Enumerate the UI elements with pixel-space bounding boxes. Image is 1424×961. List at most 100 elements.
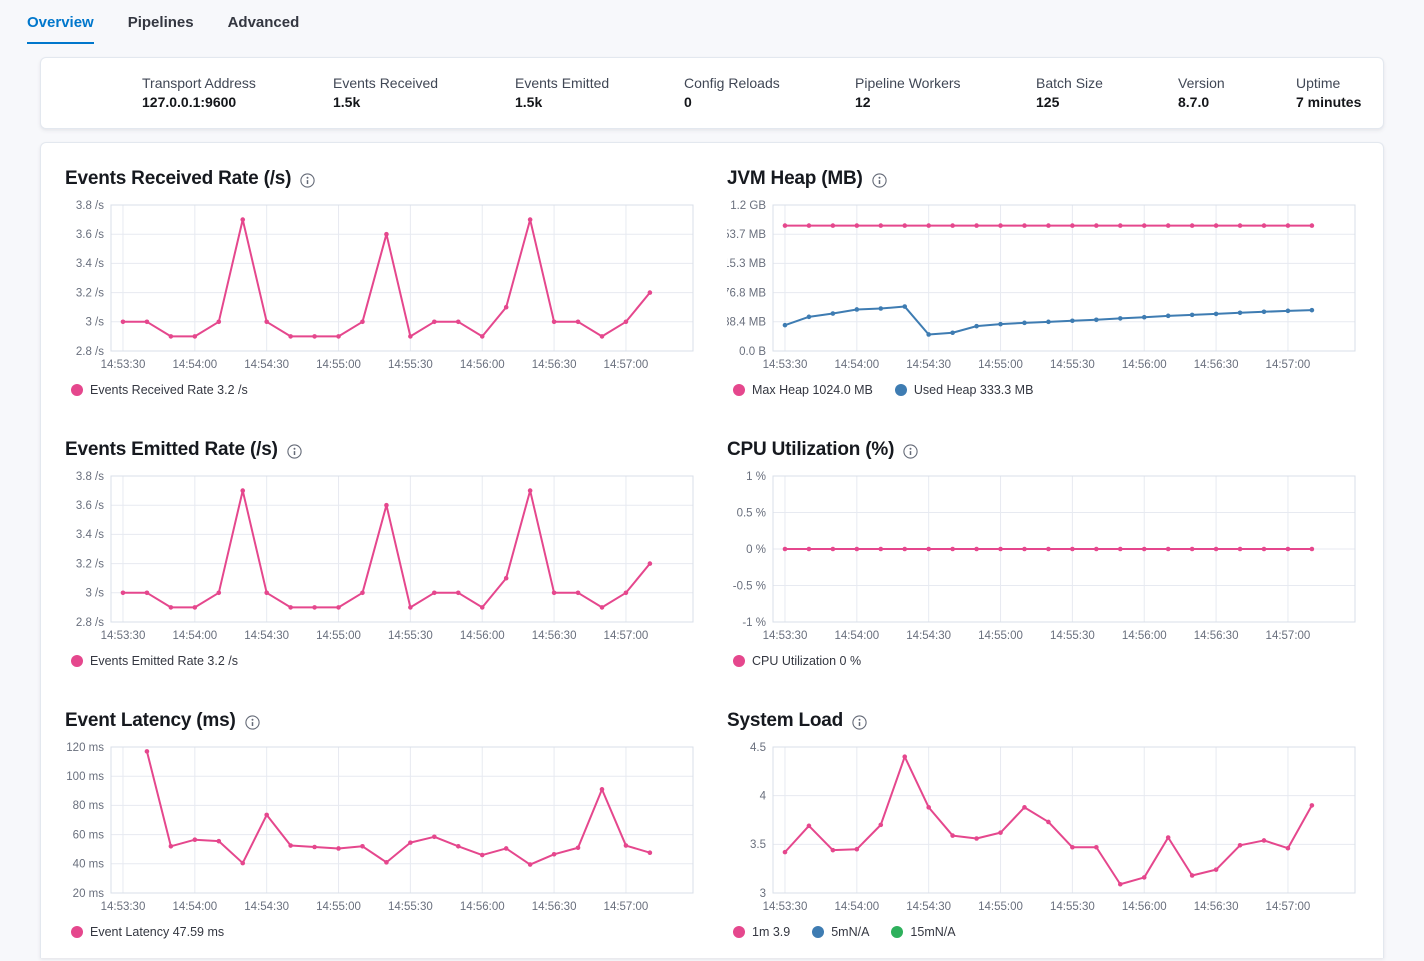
- legend-label: Max Heap 1024.0 MB: [752, 383, 873, 397]
- svg-text:14:54:00: 14:54:00: [834, 359, 879, 371]
- svg-text:2.8 /s: 2.8 /s: [76, 346, 104, 358]
- svg-text:14:57:00: 14:57:00: [1266, 901, 1311, 913]
- summary-label: Transport Address: [142, 75, 256, 91]
- svg-text:3.2 /s: 3.2 /s: [76, 558, 104, 570]
- svg-text:14:54:30: 14:54:30: [244, 901, 289, 913]
- info-icon[interactable]: [287, 443, 302, 459]
- chart-canvas-event-latency-ms[interactable]: 20 ms 40 ms 60 ms 80 ms 100 ms 120 ms 14:53:30…: [65, 742, 697, 916]
- svg-text:2.8 /s: 2.8 /s: [76, 617, 104, 629]
- legend-dot-icon: [71, 655, 83, 667]
- summary-uptime: Uptime 7 minutes: [1296, 74, 1361, 112]
- info-icon[interactable]: [300, 172, 315, 188]
- summary-value: 7 minutes: [1296, 94, 1362, 110]
- svg-text:3.6 /s: 3.6 /s: [76, 229, 104, 241]
- summary-version: Version 8.7.0: [1178, 74, 1296, 112]
- chart-canvas-events-received-rate-s[interactable]: 2.8 /s 3 /s 3.2 /s 3.4 /s 3.6 /s 3.8 /s 14:53:…: [65, 200, 697, 374]
- svg-text:14:56:30: 14:56:30: [1194, 630, 1239, 642]
- chart-canvas-jvm-heap-mb[interactable]: 0.0 B 238.4 MB 476.8 MB 715.3 MB 953.7 MB 1.2…: [727, 200, 1359, 374]
- svg-text:14:56:00: 14:56:00: [1122, 359, 1167, 371]
- legend-item[interactable]: Events Emitted Rate 3.2 /s: [71, 654, 238, 668]
- svg-text:14:56:30: 14:56:30: [1194, 359, 1239, 371]
- chart-card-cpu-utilization: CPU Utilization (%) -1 % -0.5 % 0 % 0.5 % 1 %…: [727, 439, 1359, 668]
- svg-text:476.8 MB: 476.8 MB: [727, 287, 766, 299]
- svg-text:14:53:30: 14:53:30: [101, 901, 146, 913]
- tab-overview[interactable]: Overview: [27, 14, 94, 44]
- chart-title-jvm-heap-mb: JVM Heap (MB): [727, 168, 863, 189]
- svg-text:0.5 %: 0.5 %: [737, 507, 766, 519]
- svg-text:14:57:00: 14:57:00: [604, 359, 649, 371]
- summary-label: Events Received: [333, 75, 439, 91]
- info-icon[interactable]: [852, 714, 867, 730]
- legend-dot-icon: [812, 926, 825, 938]
- svg-text:14:54:30: 14:54:30: [906, 901, 951, 913]
- legend-item[interactable]: CPU Utilization 0 %: [733, 654, 861, 668]
- svg-text:14:55:30: 14:55:30: [1050, 901, 1095, 913]
- summary-events-emitted: Events Emitted 1.5k: [515, 74, 684, 112]
- svg-text:14:55:00: 14:55:00: [978, 630, 1023, 642]
- svg-text:14:54:30: 14:54:30: [244, 630, 289, 642]
- legend-dot-icon: [891, 926, 904, 938]
- summary-label: Events Emitted: [515, 75, 610, 91]
- svg-text:14:57:00: 14:57:00: [1266, 630, 1311, 642]
- svg-text:40 ms: 40 ms: [73, 859, 105, 871]
- svg-text:3 /s: 3 /s: [85, 588, 104, 600]
- chart-canvas-events-emitted-rate-s[interactable]: 2.8 /s 3 /s 3.2 /s 3.4 /s 3.6 /s 3.8 /s 14:53:…: [65, 471, 697, 645]
- legend-label: CPU Utilization 0 %: [752, 654, 862, 668]
- tab-advanced[interactable]: Advanced: [227, 14, 300, 31]
- svg-text:3: 3: [760, 888, 766, 900]
- legend-dot-icon: [71, 926, 83, 938]
- tab-bar: Overview Pipelines Advanced: [0, 0, 1424, 44]
- legend-label: Events Received Rate 3.2 /s: [90, 383, 248, 397]
- info-icon[interactable]: [903, 443, 918, 459]
- summary-transport-address: Transport Address 127.0.0.1:9600: [142, 74, 333, 112]
- svg-text:14:54:00: 14:54:00: [172, 630, 217, 642]
- svg-text:715.3 MB: 715.3 MB: [727, 258, 766, 270]
- legend-item[interactable]: 1m 3.9: [733, 925, 790, 939]
- legend-dot-icon: [733, 384, 745, 396]
- svg-text:14:54:00: 14:54:00: [834, 901, 879, 913]
- charts-panel: Events Received Rate (/s) 2.8 /s 3 /s 3.2 /…: [40, 142, 1384, 958]
- chart-canvas-cpu-utilization[interactable]: -1 % -0.5 % 0 % 0.5 % 1 % 14:53:30 14:54:00 14:…: [727, 471, 1359, 645]
- legend-item[interactable]: Events Received Rate 3.2 /s: [71, 383, 248, 397]
- tab-pipelines[interactable]: Pipelines: [127, 14, 194, 31]
- svg-text:14:55:30: 14:55:30: [388, 901, 433, 913]
- svg-text:14:56:30: 14:56:30: [532, 630, 577, 642]
- legend-item[interactable]: 15mN/A: [891, 925, 956, 939]
- chart-card-jvm-heap-mb: JVM Heap (MB) 0.0 B 238.4 MB 476.8 MB 715.3 …: [727, 168, 1359, 397]
- svg-text:14:54:00: 14:54:00: [834, 630, 879, 642]
- svg-text:238.4 MB: 238.4 MB: [727, 317, 766, 329]
- legend-item[interactable]: Used Heap 333.3 MB: [894, 383, 1034, 397]
- summary-events-received: Events Received 1.5k: [333, 74, 515, 112]
- info-icon[interactable]: [872, 172, 887, 188]
- summary-label: Config Reloads: [684, 75, 780, 91]
- svg-text:-0.5 %: -0.5 %: [733, 580, 766, 592]
- svg-text:3.2 /s: 3.2 /s: [76, 287, 104, 299]
- legend-item[interactable]: 5mN/A: [812, 925, 869, 939]
- svg-text:14:54:30: 14:54:30: [906, 359, 951, 371]
- legend-item[interactable]: Max Heap 1024.0 MB: [733, 383, 873, 397]
- legend-item[interactable]: Event Latency 47.59 ms: [71, 925, 224, 939]
- chart-canvas-system-load[interactable]: 3 3.5 4 4.5 14:53:30 14:54:00 14:54:30 14:55:00…: [727, 742, 1359, 916]
- chart-legend-events-emitted-rate-s: Events Emitted Rate 3.2 /s: [65, 654, 697, 668]
- svg-text:14:54:30: 14:54:30: [244, 359, 289, 371]
- legend-dot-icon: [733, 655, 745, 667]
- chart-title-events-emitted-rate-s: Events Emitted Rate (/s): [65, 439, 278, 460]
- chart-card-events-received-rate-s: Events Received Rate (/s) 2.8 /s 3 /s 3.2 /…: [65, 168, 697, 397]
- svg-text:3 /s: 3 /s: [85, 317, 104, 329]
- svg-text:14:55:00: 14:55:00: [978, 359, 1023, 371]
- legend-label: 1m 3.9: [752, 925, 791, 939]
- legend-label: Used Heap 333.3 MB: [913, 383, 1034, 397]
- chart-legend-cpu-utilization: CPU Utilization 0 %: [727, 654, 1359, 668]
- summary-value: 127.0.0.1:9600: [142, 94, 237, 110]
- svg-text:3.4 /s: 3.4 /s: [76, 529, 104, 541]
- info-icon[interactable]: [244, 714, 260, 730]
- svg-text:14:56:30: 14:56:30: [532, 359, 577, 371]
- svg-text:3.8 /s: 3.8 /s: [76, 200, 104, 212]
- summary-label: Pipeline Workers: [855, 75, 961, 91]
- svg-text:14:53:30: 14:53:30: [763, 901, 808, 913]
- summary-pipeline-workers: Pipeline Workers 12: [855, 74, 1036, 112]
- svg-text:1 %: 1 %: [746, 471, 766, 483]
- summary-label: Batch Size: [1036, 75, 1103, 91]
- svg-text:14:55:30: 14:55:30: [1050, 359, 1095, 371]
- svg-text:3.8 /s: 3.8 /s: [76, 471, 104, 483]
